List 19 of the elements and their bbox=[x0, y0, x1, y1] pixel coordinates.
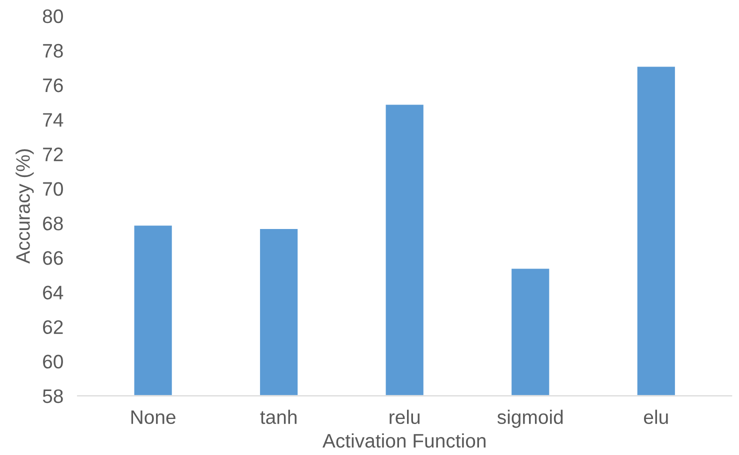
y-tick-label: 68 bbox=[43, 216, 63, 230]
y-tick-label: 64 bbox=[43, 286, 64, 300]
x-tick-label: tanh bbox=[260, 410, 296, 424]
y-tick-label: 62 bbox=[43, 320, 63, 334]
x-tick-label: elu bbox=[644, 410, 668, 424]
y-tick-label: 66 bbox=[43, 251, 63, 265]
x-tick-label: sigmoid bbox=[497, 410, 563, 428]
y-tick-label: 80 bbox=[42, 9, 63, 24]
y-tick-label: 58 bbox=[42, 389, 63, 404]
x-axis-title: Activation Function bbox=[322, 433, 486, 448]
x-tick-label: relu bbox=[390, 410, 420, 424]
y-tick-label: 60 bbox=[43, 354, 63, 369]
y-tick-label: 76 bbox=[43, 78, 63, 92]
y-tick-label: 72 bbox=[43, 148, 63, 162]
y-tick-label: 70 bbox=[43, 182, 63, 196]
y-tick-label: 78 bbox=[43, 44, 63, 58]
x-tick-label: None bbox=[131, 410, 176, 424]
y-tick-label: 74 bbox=[43, 113, 64, 127]
y-axis-title: Accuracy (%) bbox=[16, 149, 34, 264]
